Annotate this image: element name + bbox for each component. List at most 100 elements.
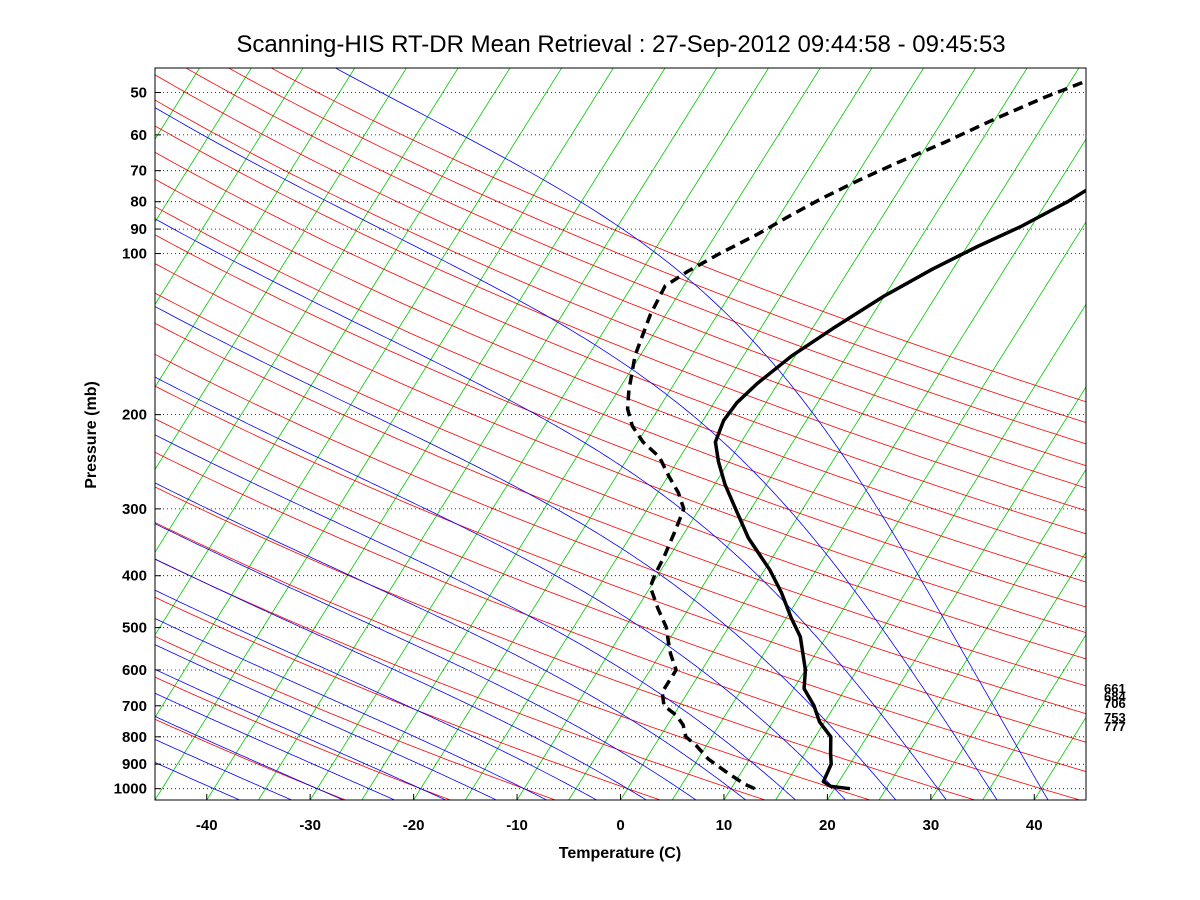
y-tick-label: 400 [122,568,147,585]
moist-adiabat-line [155,558,648,800]
isotherm-line [155,68,252,223]
isotherm-line [826,386,1086,800]
moist-adiabat-line [155,716,345,800]
dry-adiabat-line [270,68,1086,403]
isotherm-line [775,303,1086,800]
y-tick-label: 300 [122,501,147,518]
dry-adiabat-line [155,178,1086,559]
isotherm-line [413,68,873,800]
moist-adiabat-line [155,738,293,800]
isotherm-line [361,68,821,800]
dry-adiabat-line [155,206,1086,583]
moist-adiabat-line [155,761,241,800]
dry-adiabat-line [155,636,557,800]
y-axis: 50 60 70 80 90 100 200 300 400 500 600 700 800 900 100… [114,84,161,798]
moist-adiabat-line [155,618,548,800]
x-tick-label: 20 [819,817,836,834]
moist-adiabat-line [155,434,797,800]
background-lines [155,68,1086,800]
isotherm-line [155,68,511,636]
x-axis: -40 -30 -20 -10 0 10 20 30 40 [196,794,1043,834]
moist-adiabat-line [155,589,598,800]
isotherm-line [309,68,770,800]
isotherm-line [155,68,614,800]
isotherm-line [155,68,407,471]
dry-adiabat-line [155,263,1086,634]
x-tick-label: 10 [716,817,733,834]
isotherm-line [155,68,563,719]
y-tick-label: 200 [122,407,147,424]
y-tick-label: 900 [122,756,147,773]
moist-adiabat-line [155,376,847,800]
y-tick-label: 700 [122,698,147,715]
chart-title: Scanning-HIS RT-DR Mean Retrieval : 27-S… [236,31,1005,58]
dry-adiabat-line [155,451,1082,800]
y-tick-label: 100 [122,246,147,263]
x-tick-label: 40 [1026,817,1043,834]
dry-adiabat-line [155,486,977,800]
dewpoint-profile-line [625,79,1086,791]
dry-adiabat-line [155,99,1086,489]
x-tick-label: -30 [299,817,321,834]
isotherm-line [930,551,1086,800]
moist-adiabat-line [155,218,947,800]
isotherm-line [516,68,976,800]
y-tick-label: 800 [122,729,147,746]
dry-adiabat-line [155,353,1086,715]
isotherm-line [155,68,304,306]
y-tick-label: 600 [122,662,147,679]
moist-adiabat-line [155,692,396,800]
temperature-profile-line [713,188,1086,791]
x-tick-label: -20 [403,817,425,834]
x-tick-label: -10 [506,817,528,834]
y-axis-label: Pressure (mb) [83,381,100,489]
side-label: 753 [1104,710,1126,725]
moist-adiabat-line [334,68,1049,800]
y-tick-label: 90 [130,221,147,238]
dry-adiabat-line [155,385,1086,743]
dry-adiabat-line [155,292,1086,660]
isotherm-line [878,468,1086,800]
y-tick-label: 500 [122,620,147,637]
isotherm-line [982,634,1086,800]
dry-adiabat-line [155,125,1086,512]
y-tick-label: 50 [130,84,147,101]
y-tick-label: 80 [130,194,147,211]
y-tick-label: 1000 [114,781,147,798]
isotherm-line [257,68,718,800]
side-label: 706 [1104,696,1126,711]
x-tick-label: 30 [922,817,939,834]
isotherm-line [723,221,1086,800]
moist-adiabat-line [155,107,998,800]
dry-adiabat-line [155,596,662,800]
x-axis-label: Temperature (C) [559,845,681,862]
dry-adiabat-line [155,74,1086,467]
moist-adiabat-line [155,482,747,800]
x-tick-label: -40 [196,817,218,834]
y-tick-label: 70 [130,163,147,180]
isotherm-line [671,138,1086,800]
dry-adiabat-line [227,68,1086,423]
profiles [625,79,1086,791]
side-label: 777 [1104,719,1126,734]
moist-adiabat-line [155,644,498,800]
moist-adiabat-line [155,306,897,800]
x-tick-label: 0 [616,817,624,834]
side-label: 684 [1104,689,1126,704]
dry-adiabat-line [155,234,1086,608]
dry-adiabat-line [155,676,452,800]
plot-area [155,68,1086,800]
dry-adiabat-line [155,322,1086,687]
isotherm-line [155,68,459,553]
isotherm-line [619,68,1080,800]
dry-adiabat-line [155,151,1086,535]
side-label: 661 [1104,681,1126,696]
moist-adiabat-line [155,668,447,800]
isotherm-line [155,68,356,388]
y-tick-label: 60 [130,127,147,144]
dry-adiabat-line [185,68,1086,445]
dry-adiabat-line [155,558,767,800]
isotherm-line [206,68,666,800]
